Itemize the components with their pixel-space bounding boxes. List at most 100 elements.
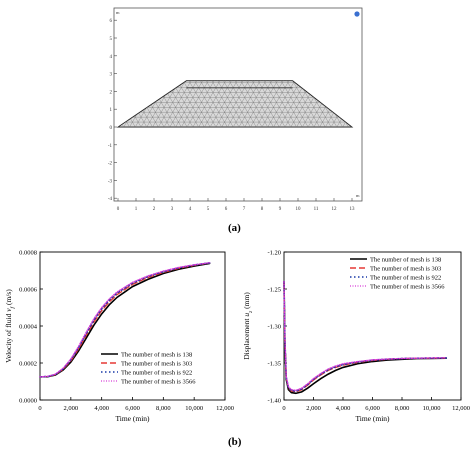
mesh-edge — [263, 80, 297, 127]
x-tick-label: 4,000 — [336, 405, 351, 412]
y-axis-label: Velocity of fluid vf (m/s) — [4, 289, 16, 363]
mesh-edge — [240, 80, 274, 127]
legend-label: The number of mesh is 303 — [370, 265, 441, 272]
mesh-edge — [152, 80, 186, 127]
mesh-edge — [394, 70, 427, 127]
mesh-x-tick-label: 10 — [296, 207, 302, 212]
mesh-edge — [4, 70, 37, 127]
mesh-edge — [389, 70, 422, 127]
mesh-edge — [73, 70, 106, 127]
legend: The number of mesh is 138 The number of m… — [101, 351, 196, 385]
mesh-edge — [181, 80, 215, 127]
mesh-edge — [153, 80, 188, 127]
mesh-edge — [361, 70, 394, 127]
mesh-edge — [72, 70, 105, 127]
mesh-edge — [0, 70, 14, 127]
series-line — [283, 280, 447, 393]
y-tick-label: 0.0006 — [19, 286, 38, 293]
mesh-edge — [402, 70, 435, 127]
panel-a-label: (a) — [228, 222, 241, 234]
mesh-x-tick-label: 0 — [117, 207, 120, 212]
mesh-edge — [233, 80, 267, 127]
mesh-edge — [0, 70, 26, 127]
x-tick-label: 12,000 — [216, 405, 234, 412]
mesh-edge — [273, 80, 307, 127]
mesh-edge — [227, 80, 261, 127]
mesh-x-tick-label: 7 — [243, 207, 246, 212]
mesh-y-tick-label: -1 — [108, 144, 113, 149]
mesh-edge — [37, 70, 70, 127]
x-tick-label: 2,000 — [306, 405, 321, 412]
y-tick-label: 0.0004 — [19, 323, 38, 330]
mesh-edge — [256, 80, 290, 127]
legend-label: The number of mesh is 138 — [370, 256, 441, 263]
mesh-edge — [286, 80, 320, 127]
mesh-edge — [296, 80, 330, 127]
mesh-unit-label: m — [356, 193, 360, 198]
mesh-edge — [419, 70, 452, 127]
mesh-edge — [211, 80, 245, 127]
series-line — [283, 280, 448, 395]
x-tick-label: 0 — [38, 405, 41, 412]
velocity-chart: 0 2,000 4,000 6,000 8,000 10,000 12,000 0.0000 0… — [4, 249, 234, 423]
mesh-edge — [377, 70, 410, 127]
x-axis-label: Time (min) — [355, 414, 390, 423]
mesh-edge — [390, 70, 423, 127]
mesh-edge — [297, 80, 332, 127]
mesh-edge — [146, 80, 181, 127]
mesh-x-tick-label: 3 — [171, 207, 174, 212]
mesh-edge — [291, 80, 326, 127]
mesh-y-tick-label: 4 — [110, 55, 113, 60]
y-tick-label: -1.25 — [267, 286, 281, 293]
legend-label: The number of mesh is 3566 — [121, 378, 196, 385]
mesh-x-tick-label: 4 — [189, 207, 192, 212]
mesh-edge — [407, 70, 440, 127]
mesh-edge — [215, 80, 250, 127]
x-tick-label: 0 — [282, 405, 285, 412]
mesh-x-tick-label: 1 — [135, 207, 138, 212]
mesh-edge — [274, 80, 309, 127]
mesh-edge — [234, 80, 268, 127]
mesh-edge — [21, 70, 54, 127]
mesh-edge — [10, 70, 43, 127]
mesh-edge — [221, 80, 256, 127]
mesh-x-tick-label: 6 — [225, 207, 228, 212]
mesh-edge — [413, 70, 446, 127]
mesh-edge — [290, 80, 325, 127]
legend: The number of mesh is 138 The number of m… — [350, 256, 445, 290]
x-tick-label: 4,000 — [94, 405, 109, 412]
legend-label: The number of mesh is 3566 — [370, 283, 445, 290]
y-tick-label: 0.0008 — [19, 249, 37, 256]
mesh-edge — [44, 70, 77, 127]
mesh-edge — [396, 70, 429, 127]
mesh-edge — [0, 70, 9, 127]
mesh-edge — [452, 70, 474, 127]
mesh-edge — [383, 70, 416, 127]
mesh-x-tick-label: 11 — [314, 207, 319, 212]
mesh-edge — [147, 80, 182, 127]
mesh-edge — [186, 80, 221, 127]
mesh-edge — [441, 70, 474, 127]
mesh-edge — [0, 70, 3, 127]
mesh-edge — [205, 80, 240, 127]
mesh-edge — [217, 80, 251, 127]
mesh-edge — [192, 80, 227, 127]
mesh-x-tick-label: 12 — [332, 207, 338, 212]
mesh-edge — [16, 70, 49, 127]
mesh-edge — [268, 80, 303, 127]
mesh-edge — [79, 70, 112, 127]
mesh-edge — [371, 70, 404, 127]
x-tick-label: 8,000 — [156, 405, 171, 412]
mesh-edge — [418, 70, 451, 127]
mesh-edge — [159, 80, 194, 127]
mesh-edge — [251, 80, 286, 127]
x-tick-label: 10,000 — [185, 405, 203, 412]
x-tick-label: 12,000 — [452, 405, 470, 412]
mesh-edge — [14, 70, 47, 127]
mesh-edge — [366, 70, 399, 127]
mesh-y-tick-label: -2 — [108, 162, 113, 167]
mesh-edge — [400, 70, 433, 127]
mesh-edge — [83, 70, 116, 127]
mesh-edge — [367, 70, 400, 127]
mesh-edge — [222, 80, 257, 127]
